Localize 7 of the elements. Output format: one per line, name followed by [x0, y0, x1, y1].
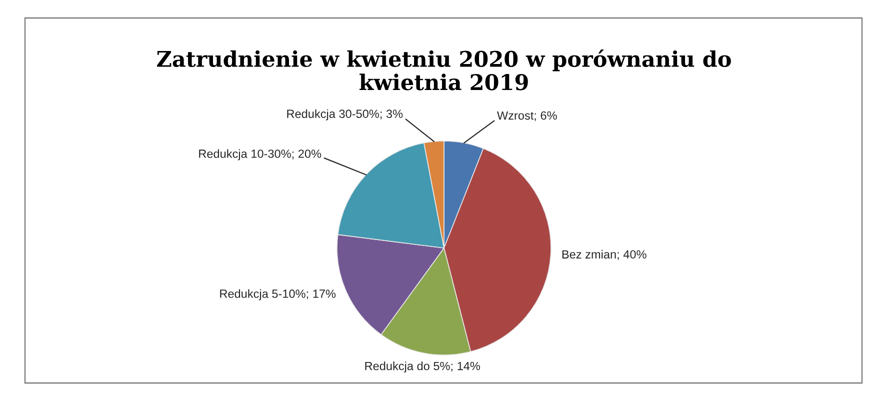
slice-label: Redukcja do 5%; 14% [365, 362, 480, 373]
slice-label: Redukcja 5-10%; 17% [220, 289, 336, 300]
slice-label: Bez zmian; 40% [562, 250, 646, 260]
slice-label: Wzrost; 6% [497, 111, 557, 122]
chart-title: Zatrudnienie w kwietniu 2020 w porównaniu do kwietnia 2019 [157, 50, 731, 90]
slice-label: Redukcja 30-50%; 3% [287, 109, 403, 120]
slice-label: Redukcja 10-30%; 20% [199, 149, 322, 160]
